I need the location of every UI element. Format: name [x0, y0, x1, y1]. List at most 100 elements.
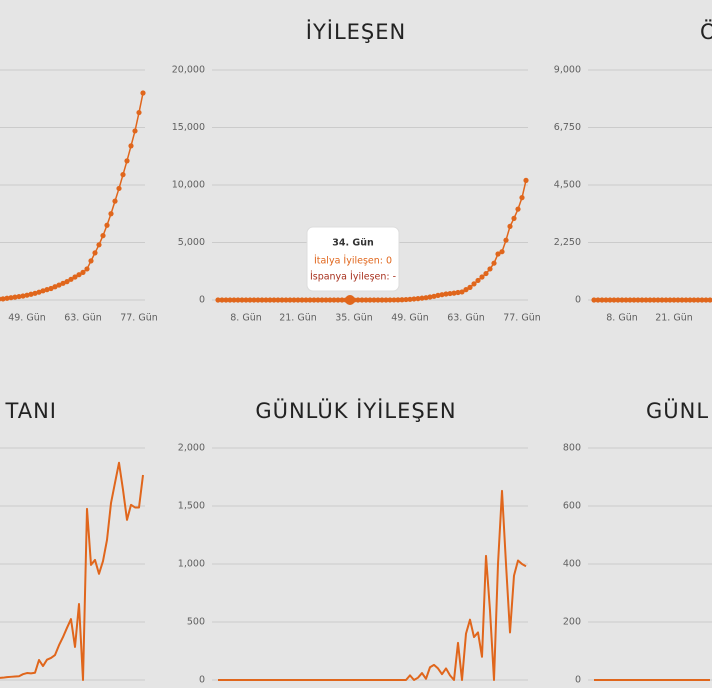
- point: [124, 158, 130, 164]
- point: [279, 297, 285, 303]
- point: [655, 297, 661, 303]
- point: [619, 297, 625, 303]
- point: [116, 185, 122, 192]
- chart-title: GÜNLÜK İYİLEŞEN: [255, 398, 456, 423]
- x-tick-label: 63. Gün: [64, 313, 102, 324]
- point: [363, 297, 369, 303]
- point: [519, 195, 525, 201]
- point: [0, 296, 6, 302]
- point: [335, 297, 341, 303]
- point: [60, 280, 66, 286]
- point: [495, 251, 501, 257]
- point: [12, 294, 18, 300]
- point: [88, 258, 94, 264]
- y-tick-label: 600: [563, 501, 581, 512]
- point: [383, 297, 389, 303]
- point: [471, 281, 477, 287]
- point: [651, 297, 657, 303]
- chart-title: GÜNL: [646, 398, 709, 423]
- point: [132, 128, 138, 134]
- point: [455, 289, 461, 296]
- y-tick-label: 400: [563, 559, 581, 570]
- point: [76, 272, 82, 278]
- x-tick-label: 63. Gün: [447, 313, 485, 324]
- y-tick-label: 5,000: [178, 237, 205, 248]
- point: [375, 297, 381, 303]
- point: [239, 297, 245, 303]
- point: [48, 285, 54, 292]
- y-tick-label: 2,000: [178, 443, 205, 454]
- chart-panel: TANI: [0, 399, 145, 681]
- point: [411, 296, 417, 302]
- point: [707, 297, 712, 303]
- point: [275, 297, 281, 303]
- point: [231, 297, 237, 303]
- point: [683, 297, 689, 303]
- point: [511, 215, 517, 221]
- point: [28, 291, 34, 297]
- point: [515, 206, 521, 212]
- point: [611, 297, 617, 303]
- point: [92, 250, 98, 256]
- tooltip-item: İtalya İyileşen: 0: [314, 256, 392, 267]
- x-tick-label: 35. Gün: [335, 313, 373, 324]
- point: [371, 297, 377, 303]
- point: [247, 297, 253, 303]
- point: [8, 295, 14, 301]
- point: [679, 297, 685, 303]
- point: [243, 297, 249, 303]
- point: [128, 143, 134, 149]
- point: [52, 284, 58, 290]
- point: [140, 90, 146, 96]
- x-tick-label: 77. Gün: [503, 313, 541, 324]
- point: [703, 297, 709, 303]
- point: [319, 297, 325, 303]
- chart-panel: 49. Gün 63. Gün 77. Gün: [0, 69, 158, 324]
- point: [291, 297, 297, 303]
- point: [627, 297, 633, 303]
- y-tick-label: 200: [563, 617, 581, 628]
- point: [423, 295, 429, 301]
- point: [223, 297, 229, 303]
- point: [695, 297, 701, 303]
- point: [615, 297, 621, 303]
- point: [283, 297, 289, 303]
- point: [379, 297, 385, 303]
- point: [415, 296, 421, 302]
- point: [255, 297, 261, 303]
- x-tick-label: 21. Gün: [279, 313, 317, 324]
- x-tick-label: 8. Gün: [606, 313, 638, 324]
- point: [367, 297, 373, 303]
- point: [40, 288, 46, 294]
- point: [407, 296, 413, 302]
- point: [635, 297, 641, 303]
- point: [399, 297, 405, 303]
- point: [295, 297, 301, 303]
- point: [339, 297, 345, 303]
- point: [84, 266, 90, 272]
- point: [663, 297, 669, 303]
- hover-point: [345, 295, 355, 305]
- point: [303, 297, 309, 303]
- tooltip-item: İspanya İyileşen: -: [310, 272, 396, 283]
- point: [487, 266, 493, 272]
- x-tick-label: 8. Gün: [230, 313, 262, 324]
- y-tick-label: 500: [187, 617, 205, 628]
- point: [607, 297, 613, 303]
- y-tick-label: 800: [563, 443, 581, 454]
- point: [647, 297, 653, 303]
- point: [299, 297, 305, 303]
- y-tick-label: 2,250: [554, 237, 581, 248]
- point: [80, 269, 86, 275]
- point: [451, 290, 457, 296]
- point: [639, 297, 645, 303]
- point: [64, 279, 70, 285]
- point: [44, 287, 50, 293]
- x-tick-label: 21. Gün: [655, 313, 693, 324]
- point: [108, 211, 114, 217]
- y-tick-label: 4,500: [554, 180, 581, 191]
- point: [631, 297, 637, 303]
- point: [56, 282, 62, 288]
- point: [699, 297, 705, 303]
- x-tick-label: 77. Gün: [120, 313, 158, 324]
